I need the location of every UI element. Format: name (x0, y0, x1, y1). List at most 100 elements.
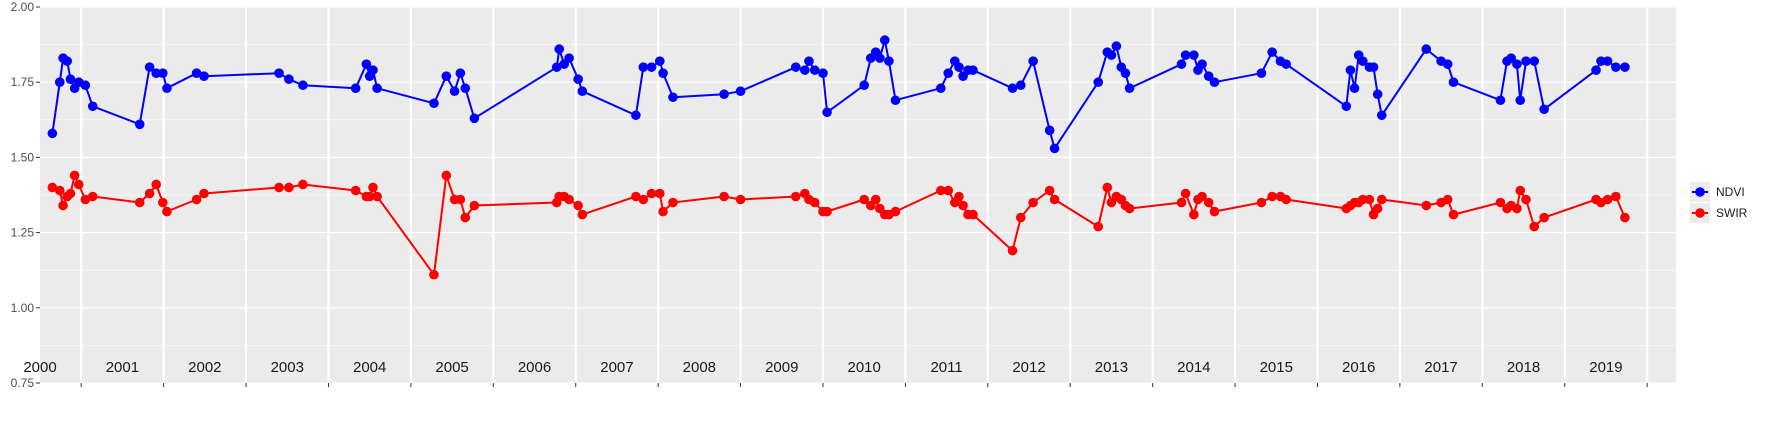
data-point-swir (1448, 209, 1459, 220)
data-point-ndvi (1506, 53, 1516, 63)
data-point-swir (638, 194, 649, 205)
data-point-swir (859, 194, 869, 205)
data-point-swir (631, 191, 641, 202)
year-label: 2005 (435, 359, 468, 376)
data-point-swir (284, 182, 294, 193)
year-label: 2011 (930, 359, 962, 376)
data-point-ndvi (668, 92, 678, 103)
data-point-ndvi (646, 62, 657, 72)
data-point-swir (1015, 212, 1026, 223)
data-point-ndvi (879, 35, 890, 45)
data-point-ndvi (460, 83, 471, 94)
data-point-swir (1515, 185, 1526, 196)
data-point-ndvi (1281, 59, 1291, 69)
data-point-ndvi (1529, 56, 1540, 66)
data-point-ndvi (1495, 95, 1506, 106)
year-label: 2007 (600, 359, 633, 376)
data-point-ndvi (658, 68, 668, 78)
data-point-swir (54, 185, 65, 196)
data-point-swir (1189, 209, 1199, 220)
year-label: 2018 (1507, 359, 1540, 376)
year-label: 2001 (106, 359, 139, 376)
data-point-ndvi (1120, 68, 1131, 78)
data-point-swir (1539, 212, 1549, 223)
data-point-ndvi (350, 83, 361, 94)
data-point-ndvi (372, 83, 382, 94)
data-point-swir (199, 188, 209, 199)
data-point-swir (809, 197, 820, 208)
data-point-swir (1281, 194, 1291, 205)
data-point-ndvi (65, 74, 76, 84)
data-point-swir (1358, 194, 1368, 205)
data-point-swir (1372, 203, 1383, 214)
data-point-swir (1093, 221, 1104, 232)
data-point-swir (1611, 191, 1621, 202)
data-point-swir (1176, 197, 1187, 208)
data-point-ndvi (859, 80, 869, 91)
legend: NDVI SWIR (1690, 182, 1748, 223)
data-point-swir (790, 191, 801, 202)
data-point-ndvi (577, 86, 588, 97)
data-point-ndvi (551, 62, 562, 72)
year-label: 2004 (353, 359, 386, 376)
data-point-swir (954, 191, 964, 202)
data-point-ndvi (1197, 59, 1207, 69)
data-point-ndvi (1180, 50, 1191, 60)
data-point-ndvi (1256, 68, 1267, 78)
data-point-swir (1442, 194, 1453, 205)
data-point-swir (364, 191, 375, 202)
data-point-ndvi (573, 74, 583, 84)
year-label: 2012 (1012, 359, 1045, 376)
data-point-ndvi (144, 62, 155, 72)
data-point-swir (368, 182, 378, 193)
data-point-ndvi (1358, 56, 1368, 66)
legend-key-point (1695, 208, 1705, 218)
year-label: 2017 (1424, 359, 1457, 376)
legend-label: NDVI (1716, 185, 1745, 199)
data-point-ndvi (1106, 50, 1117, 60)
data-point-ndvi (1093, 77, 1104, 87)
data-point-ndvi (1602, 56, 1613, 66)
y-axis: 0.75 1.00 1.25 1.50 1.75 2.00 (11, 0, 40, 390)
data-point-swir (429, 269, 439, 280)
data-point-ndvi (62, 56, 72, 66)
data-point-ndvi (1345, 65, 1356, 75)
data-point-ndvi (1028, 56, 1038, 66)
data-point-ndvi (1341, 101, 1352, 112)
data-point-swir (646, 188, 657, 199)
data-point-ndvi (564, 53, 574, 63)
data-point-swir (455, 194, 466, 205)
series-layer (47, 35, 1630, 280)
data-point-swir (1209, 206, 1220, 217)
data-point-swir (372, 191, 382, 202)
data-point-ndvi (890, 95, 901, 106)
data-point-ndvi (1203, 71, 1214, 81)
data-point-ndvi (631, 110, 641, 121)
data-point-ndvi (1267, 47, 1277, 57)
data-point-swir (1124, 203, 1135, 214)
data-point-swir (69, 170, 80, 181)
data-point-swir (65, 188, 76, 199)
data-point-ndvi (1372, 89, 1383, 100)
data-point-swir (654, 188, 665, 199)
data-point-swir (1512, 203, 1522, 214)
legend-label: SWIR (1716, 206, 1748, 220)
data-point-ndvi (54, 77, 65, 87)
data-point-swir (350, 185, 361, 196)
data-point-ndvi (800, 65, 810, 75)
data-point-ndvi (1376, 110, 1387, 121)
series-ndvi (47, 35, 1630, 154)
series-swir (47, 170, 1630, 280)
data-point-swir (577, 209, 588, 220)
year-label: 2015 (1260, 359, 1293, 376)
data-point-ndvi (1611, 62, 1621, 72)
data-point-swir (158, 197, 168, 208)
y-tick-label: 1.50 (11, 150, 35, 164)
data-point-ndvi (1015, 80, 1026, 91)
data-point-swir (890, 206, 901, 217)
data-point-swir (1197, 191, 1207, 202)
data-point-swir (1044, 185, 1055, 196)
data-point-swir (1028, 197, 1038, 208)
data-point-swir (58, 200, 68, 211)
